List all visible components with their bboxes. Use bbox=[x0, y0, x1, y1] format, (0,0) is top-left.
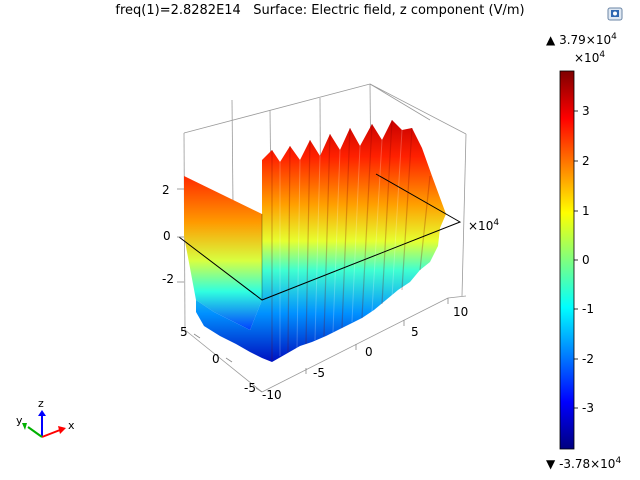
colorbar-multiplier: ×104 bbox=[574, 50, 605, 65]
surface-left-face bbox=[184, 176, 262, 330]
colorbar-bar bbox=[559, 70, 575, 450]
max-value: 3.79×10 bbox=[559, 33, 612, 47]
x-axis-multiplier: ×104 bbox=[468, 218, 499, 233]
plot-title: freq(1)=2.8282E14 Surface: Electric fiel… bbox=[115, 3, 525, 18]
min-marker: ▼ bbox=[546, 457, 556, 471]
min-exponent: 4 bbox=[615, 456, 622, 466]
y-tick-label: -5 bbox=[244, 381, 256, 395]
x-tick-label: 0 bbox=[365, 345, 373, 359]
max-marker: ▲ bbox=[546, 33, 556, 47]
min-value: -3.78×10 bbox=[559, 457, 616, 471]
export-image-icon[interactable] bbox=[607, 7, 623, 21]
z-tick-label: -2 bbox=[162, 272, 174, 286]
colorbar-tick: 2 bbox=[582, 154, 590, 168]
triad-y-label: y bbox=[16, 414, 23, 427]
surface-main bbox=[196, 120, 446, 362]
colorbar-max-label: ▲ 3.79×104 bbox=[546, 32, 617, 47]
axis-ticks bbox=[177, 188, 449, 393]
zero-plane bbox=[178, 173, 462, 301]
y-tick-label: 0 bbox=[212, 352, 220, 366]
colorbar-tick: 1 bbox=[582, 204, 590, 218]
colorbar-tick: -3 bbox=[582, 401, 594, 415]
colorbar-tick: -1 bbox=[582, 302, 594, 316]
surface-ridges-light bbox=[279, 129, 403, 356]
x-tick-label: -10 bbox=[262, 388, 282, 402]
z-tick-label: 2 bbox=[162, 183, 170, 197]
x-tick-label: -5 bbox=[313, 366, 325, 380]
axis-triad bbox=[22, 410, 66, 438]
x-multiplier-exponent: 4 bbox=[493, 218, 500, 228]
y-tick-label: 5 bbox=[180, 325, 188, 339]
max-exponent: 4 bbox=[611, 32, 617, 42]
triad-x-label: x bbox=[68, 419, 75, 432]
multiplier-base: ×10 bbox=[574, 51, 600, 65]
surface-ridges bbox=[271, 119, 431, 360]
colorbar-tick: -2 bbox=[582, 352, 594, 366]
x-tick-label: 10 bbox=[453, 305, 469, 319]
x-multiplier-base: ×10 bbox=[468, 219, 494, 233]
triad-z-label: z bbox=[38, 397, 44, 410]
multiplier-exponent: 4 bbox=[599, 50, 606, 60]
x-tick-label: 5 bbox=[411, 325, 419, 339]
z-tick-label: 0 bbox=[163, 229, 171, 243]
colorbar-min-label: ▼ -3.78×104 bbox=[546, 456, 621, 471]
colorbar-ticks bbox=[574, 110, 578, 409]
colorbar-tick: 3 bbox=[582, 104, 590, 118]
colorbar-tick: 0 bbox=[582, 253, 590, 267]
